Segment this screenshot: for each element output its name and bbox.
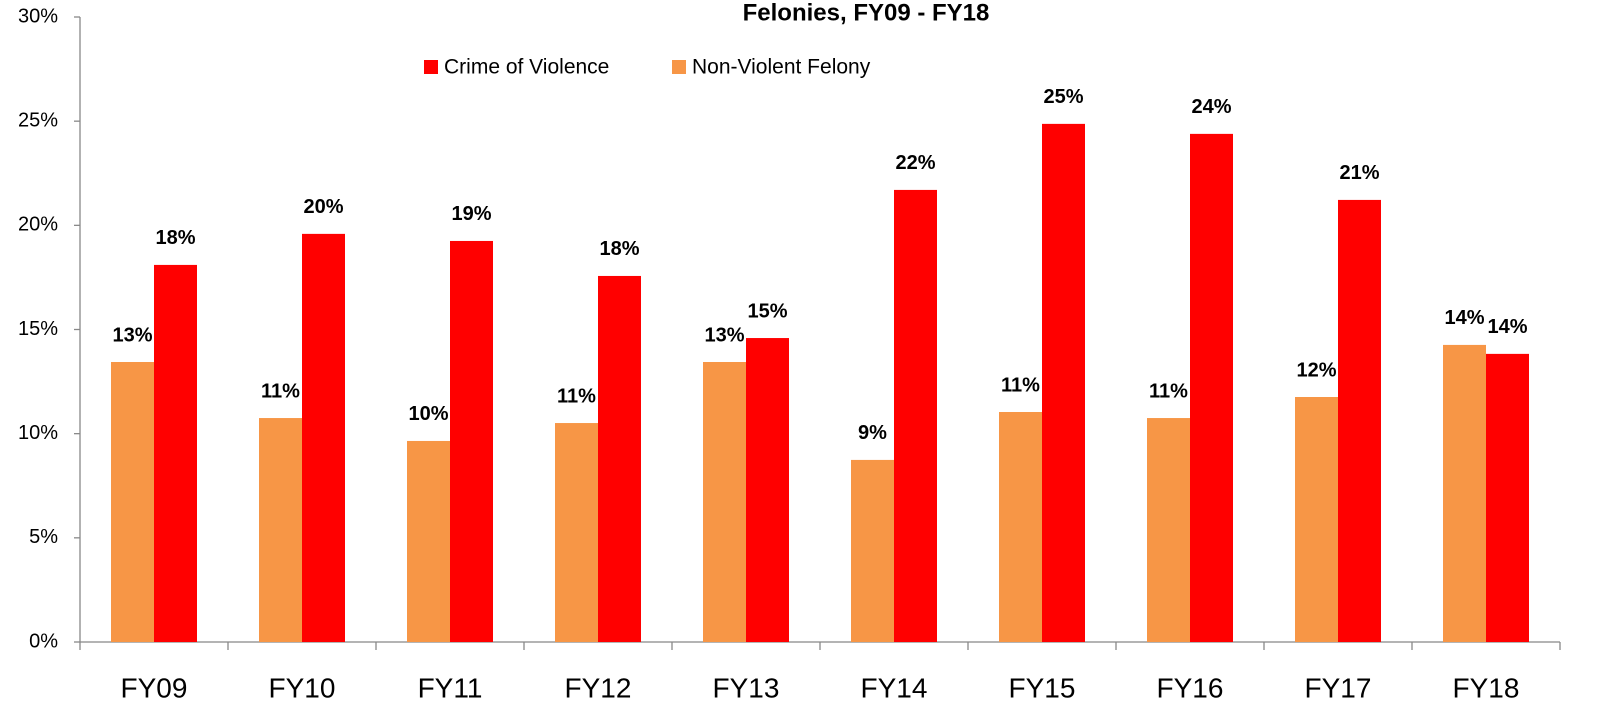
y-tick-label: 5% <box>29 526 58 548</box>
value-label: 13% <box>704 324 744 346</box>
bar <box>1338 199 1381 642</box>
value-label: 11% <box>1149 380 1188 402</box>
y-tick-label: 20% <box>18 214 58 236</box>
bar <box>407 440 450 642</box>
value-label: 13% <box>112 324 152 346</box>
value-label: 14% <box>1487 316 1527 338</box>
chart-title: Felonies, FY09 - FY18 <box>743 0 990 26</box>
y-tick-label: 30% <box>18 5 58 27</box>
bar <box>1295 397 1338 642</box>
x-tick-label: FY17 <box>1305 672 1372 703</box>
value-label: 11% <box>1001 374 1040 396</box>
value-label: 18% <box>155 227 195 249</box>
x-tick-label: FY16 <box>1157 672 1224 703</box>
x-tick-label: FY09 <box>121 672 188 703</box>
value-label: 20% <box>303 196 343 218</box>
bar <box>1042 123 1085 642</box>
bar <box>746 338 789 642</box>
x-tick-label: FY15 <box>1009 672 1076 703</box>
value-label: 19% <box>451 203 491 225</box>
legend-swatch <box>424 60 438 74</box>
bar <box>555 423 598 642</box>
y-tick-label: 15% <box>18 318 58 340</box>
bar <box>851 459 894 642</box>
x-tick-label: FY12 <box>565 672 632 703</box>
y-tick-label: 0% <box>29 630 58 652</box>
legend-label: Crime of Violence <box>444 56 609 79</box>
value-label: 15% <box>747 300 787 322</box>
bar <box>1190 133 1233 642</box>
bar <box>999 412 1042 642</box>
value-label: 11% <box>557 385 596 407</box>
value-label: 9% <box>858 422 887 444</box>
bar <box>894 189 937 642</box>
y-tick-label: 25% <box>18 109 58 131</box>
value-label: 25% <box>1043 86 1083 108</box>
bar <box>259 418 302 642</box>
bar <box>302 233 345 642</box>
value-label: 12% <box>1296 359 1336 381</box>
x-tick-label: FY10 <box>269 672 336 703</box>
value-label: 24% <box>1191 96 1231 118</box>
legend-swatch <box>672 60 686 74</box>
legend-label: Non-Violent Felony <box>692 56 871 79</box>
bar <box>450 240 493 643</box>
x-tick-label: FY13 <box>713 672 780 703</box>
y-tick-label: 10% <box>18 422 58 444</box>
bar <box>598 275 641 642</box>
value-label: 10% <box>408 403 448 425</box>
value-label: 18% <box>599 238 639 260</box>
bar <box>1443 344 1486 642</box>
x-tick-label: FY14 <box>861 672 928 703</box>
x-tick-label: FY18 <box>1453 672 1520 703</box>
value-label: 14% <box>1444 307 1484 329</box>
bar <box>1147 418 1190 642</box>
value-label: 21% <box>1339 162 1379 184</box>
value-label: 11% <box>261 380 300 402</box>
bar <box>1486 353 1529 642</box>
bar <box>111 362 154 642</box>
value-label: 22% <box>895 152 935 174</box>
bar <box>154 264 197 642</box>
bar <box>703 362 746 642</box>
x-tick-label: FY11 <box>418 672 483 703</box>
